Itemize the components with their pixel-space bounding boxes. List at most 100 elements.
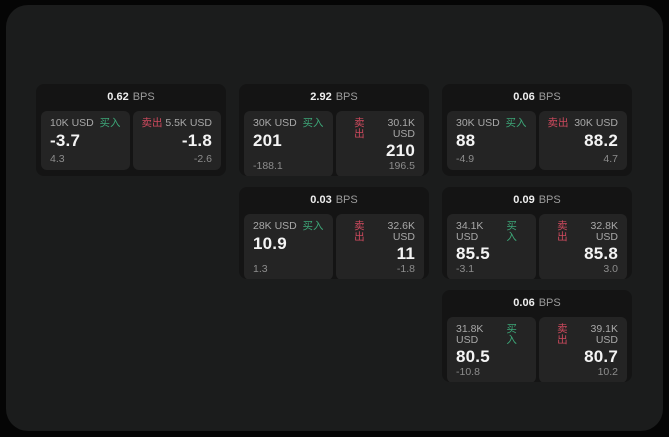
sell-change: 4.7 <box>603 152 618 165</box>
bps-value: 0.62 <box>107 91 129 103</box>
quote-grid: 0.62 BPS 10K USD 买入 -3.7 4.3 卖出 5.5K USD <box>36 84 632 382</box>
buy-price: 85.5 <box>456 244 490 263</box>
bps-value: 0.06 <box>513 297 535 309</box>
buy-side-label: 买入 <box>505 117 527 129</box>
sell-price: 88.2 <box>584 130 618 150</box>
buy-amount: 10K USD <box>50 117 94 129</box>
buy-change: 4.3 <box>50 152 65 165</box>
tile-top-row: 31.8K USD 买入 <box>456 324 527 345</box>
sell-amount: 32.6K USD <box>387 220 415 243</box>
sell-change: 3.0 <box>603 262 618 275</box>
quote-card: 2.92 BPS 30K USD 买入 201 -188.1 卖出 30.1K … <box>239 84 429 176</box>
tile-top-row: 卖出 39.1K USD <box>548 323 618 346</box>
sell-change: 10.2 <box>597 365 618 378</box>
buy-side-label: 买入 <box>506 220 517 243</box>
quote-card: 0.62 BPS 10K USD 买入 -3.7 4.3 卖出 5.5K USD <box>36 84 226 176</box>
buy-amount: 31.8K USD <box>456 323 484 346</box>
buy-quote-tile[interactable]: 30K USD 买入 201 -188.1 <box>244 111 333 176</box>
card-body: 30K USD 买入 201 -188.1 卖出 30.1K USD 210 1… <box>239 111 429 176</box>
card-header: 0.03 BPS <box>239 187 429 214</box>
sell-side-label: 卖出 <box>354 220 365 243</box>
buy-change: -188.1 <box>253 159 283 172</box>
sell-side-label: 卖出 <box>547 117 569 129</box>
tile-top-row: 卖出 5.5K USD <box>142 118 213 129</box>
tile-top-row: 卖出 32.6K USD <box>345 220 415 243</box>
tile-top-row: 30K USD 买入 <box>253 118 324 129</box>
sell-amount: 30K USD <box>574 117 618 129</box>
buy-price: -3.7 <box>50 130 81 150</box>
card-body: 28K USD 买入 10.9 1.3 卖出 32.6K USD 11 -1.8 <box>239 214 429 279</box>
bps-unit-label: BPS <box>538 297 561 309</box>
card-header: 0.06 BPS <box>442 290 632 317</box>
buy-side-label: 买入 <box>302 117 324 129</box>
sell-quote-tile[interactable]: 卖出 5.5K USD -1.8 -2.6 <box>132 111 221 170</box>
sell-price: 80.7 <box>584 347 618 366</box>
tile-top-row: 卖出 30K USD <box>548 118 619 129</box>
sell-side-label: 卖出 <box>557 323 568 346</box>
buy-side-label: 买入 <box>302 220 324 232</box>
bps-value: 0.09 <box>513 194 535 206</box>
sell-amount: 32.8K USD <box>590 220 618 243</box>
bps-unit-label: BPS <box>538 194 561 206</box>
card-header: 0.09 BPS <box>442 187 632 214</box>
quote-card: 0.09 BPS 34.1K USD 买入 85.5 -3.1 卖出 32.8K… <box>442 187 632 279</box>
buy-side-label: 买入 <box>506 323 517 346</box>
sell-amount: 30.1K USD <box>387 117 415 140</box>
sell-amount: 39.1K USD <box>590 323 618 346</box>
tile-top-row: 30K USD 买入 <box>456 118 527 129</box>
tile-top-row: 卖出 32.8K USD <box>548 220 618 243</box>
buy-quote-tile[interactable]: 28K USD 买入 10.9 1.3 <box>244 214 333 279</box>
sell-side-label: 卖出 <box>354 117 365 140</box>
tile-top-row: 34.1K USD 买入 <box>456 221 527 242</box>
buy-price: 80.5 <box>456 347 490 366</box>
sell-quote-tile[interactable]: 卖出 30K USD 88.2 4.7 <box>538 111 627 170</box>
sell-price: 210 <box>386 141 415 160</box>
sell-change: 196.5 <box>388 159 415 172</box>
buy-amount: 30K USD <box>253 117 297 129</box>
sell-side-label: 卖出 <box>141 117 163 129</box>
bps-value: 0.03 <box>310 194 332 206</box>
quote-card: 0.06 BPS 30K USD 买入 88 -4.9 卖出 30K USD <box>442 84 632 176</box>
sell-quote-tile[interactable]: 卖出 32.6K USD 11 -1.8 <box>335 214 424 279</box>
bps-unit-label: BPS <box>538 91 561 103</box>
buy-quote-tile[interactable]: 31.8K USD 买入 80.5 -10.8 <box>447 317 536 382</box>
sell-change: -1.8 <box>396 262 415 275</box>
sell-price: 85.8 <box>584 244 618 263</box>
sell-quote-tile[interactable]: 卖出 39.1K USD 80.7 10.2 <box>538 317 627 382</box>
buy-quote-tile[interactable]: 34.1K USD 买入 85.5 -3.1 <box>447 214 536 279</box>
buy-change: -3.1 <box>456 262 475 275</box>
sell-price: -1.8 <box>181 130 212 150</box>
buy-quote-tile[interactable]: 30K USD 买入 88 -4.9 <box>447 111 536 170</box>
sell-quote-tile[interactable]: 卖出 32.8K USD 85.8 3.0 <box>538 214 627 279</box>
sell-change: -2.6 <box>193 152 212 165</box>
card-header: 0.62 BPS <box>36 84 226 111</box>
buy-change: 1.3 <box>253 262 268 275</box>
quote-card: 0.03 BPS 28K USD 买入 10.9 1.3 卖出 32.6K US… <box>239 187 429 279</box>
buy-change: -10.8 <box>456 365 480 378</box>
card-header: 2.92 BPS <box>239 84 429 111</box>
tile-top-row: 卖出 30.1K USD <box>345 117 415 140</box>
card-header: 0.06 BPS <box>442 84 632 111</box>
tile-top-row: 28K USD 买入 <box>253 221 324 232</box>
bps-unit-label: BPS <box>335 194 358 206</box>
buy-quote-tile[interactable]: 10K USD 买入 -3.7 4.3 <box>41 111 130 170</box>
bps-unit-label: BPS <box>335 91 358 103</box>
card-body: 10K USD 买入 -3.7 4.3 卖出 5.5K USD -1.8 -2.… <box>36 111 226 176</box>
main-panel: 0.62 BPS 10K USD 买入 -3.7 4.3 卖出 5.5K USD <box>6 5 663 431</box>
buy-amount: 34.1K USD <box>456 220 484 243</box>
tile-top-row: 10K USD 买入 <box>50 118 121 129</box>
buy-price: 88 <box>456 130 476 150</box>
sell-side-label: 卖出 <box>557 220 568 243</box>
card-body: 31.8K USD 买入 80.5 -10.8 卖出 39.1K USD 80.… <box>442 317 632 382</box>
sell-quote-tile[interactable]: 卖出 30.1K USD 210 196.5 <box>335 111 424 176</box>
quote-card: 0.06 BPS 31.8K USD 买入 80.5 -10.8 卖出 39.1… <box>442 290 632 382</box>
card-body: 30K USD 买入 88 -4.9 卖出 30K USD 88.2 4.7 <box>442 111 632 176</box>
bps-unit-label: BPS <box>132 91 155 103</box>
card-body: 34.1K USD 买入 85.5 -3.1 卖出 32.8K USD 85.8… <box>442 214 632 279</box>
buy-amount: 28K USD <box>253 220 297 232</box>
buy-side-label: 买入 <box>99 117 121 129</box>
buy-change: -4.9 <box>456 152 475 165</box>
bps-value: 2.92 <box>310 91 332 103</box>
sell-amount: 5.5K USD <box>165 117 212 129</box>
sell-price: 11 <box>396 244 415 263</box>
